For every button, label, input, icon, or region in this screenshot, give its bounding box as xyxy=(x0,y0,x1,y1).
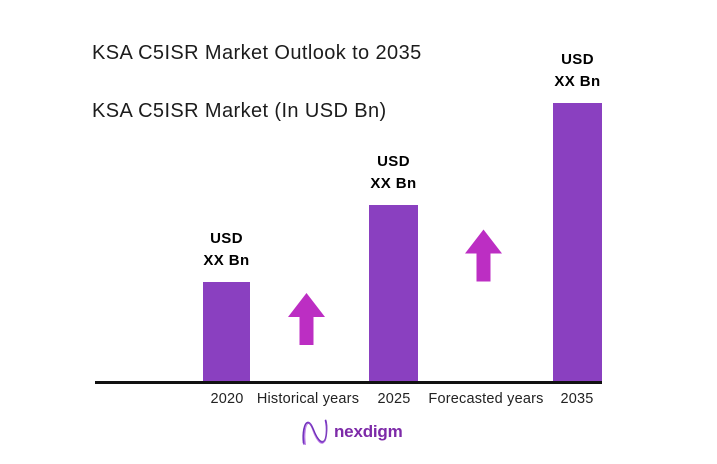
axis-label-2020: 2020 xyxy=(210,391,244,407)
brand-name: nexdigm xyxy=(334,422,403,441)
bar-value-label-2020: USD XX Bn xyxy=(203,228,249,272)
axis-label-historical-years: Historical years xyxy=(256,391,360,407)
brand-logo: nexdigm xyxy=(301,417,403,447)
bar-value-line-amount: XX Bn xyxy=(203,252,250,269)
forecast-growth-up-arrow-icon xyxy=(465,229,502,282)
page-title: KSA C5ISR Market Outlook to 2035 xyxy=(92,42,422,64)
axis-label-2025: 2025 xyxy=(377,391,411,407)
bar-value-line-usd: USD xyxy=(561,51,594,68)
bar-value-label-2035: USD XX Bn xyxy=(554,49,600,93)
bar-value-line-amount: XX Bn xyxy=(370,175,417,192)
axis-label-forecasted-years: Forecasted years xyxy=(428,391,544,407)
bar-value-line-usd: USD xyxy=(210,230,243,247)
bar-value-label-2025: USD XX Bn xyxy=(370,151,416,195)
bar-2020 xyxy=(203,282,250,381)
chart-title: KSA C5ISR Market (In USD Bn) xyxy=(92,100,387,122)
nexdigm-logo-icon xyxy=(302,419,328,445)
historical-growth-up-arrow-icon xyxy=(288,293,325,345)
bar-value-line-amount: XX Bn xyxy=(554,73,601,90)
bar-2035 xyxy=(553,103,602,381)
bar-2025 xyxy=(369,205,418,381)
bar-value-line-usd: USD xyxy=(377,153,410,170)
x-axis-line xyxy=(95,381,602,384)
axis-label-2035: 2035 xyxy=(560,391,594,407)
